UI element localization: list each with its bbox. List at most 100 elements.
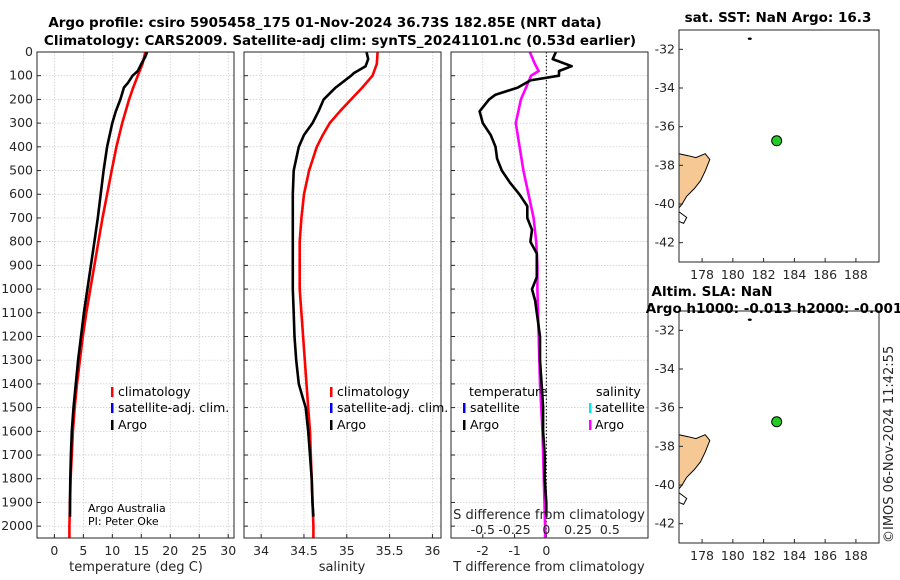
coastline-segment <box>678 211 688 224</box>
x-tick-label: 186 <box>813 267 837 282</box>
map-title: Argo h1000: -0.013 h2000: -0.001 <box>646 301 900 317</box>
temperature-axes-frame <box>36 51 235 539</box>
y-tick-label: 2000 <box>1 518 33 533</box>
secondary-x-tick-label: 0.5 <box>600 522 620 537</box>
legend-label-t-argo: Argo <box>470 417 499 432</box>
legend-label-satellite: satellite-adj. clim. <box>118 400 229 415</box>
legend-label-argo: Argo <box>118 417 147 432</box>
temperature-legend: climatology satellite-adj. clim. Argo <box>111 384 229 432</box>
x-tick-label: 35.5 <box>376 543 404 558</box>
x-tick-label: 20 <box>162 543 178 558</box>
secondary-x-tick-label: 0.25 <box>564 522 592 537</box>
map-title: sat. SST: NaN Argo: 16.3 <box>685 10 872 26</box>
y-tick-label: 200 <box>9 91 33 106</box>
secondary-x-tick-label: 0 <box>542 522 550 537</box>
map-frame <box>678 310 880 544</box>
x-tick-label: -1 <box>508 543 520 558</box>
y-tick-label: 1600 <box>1 423 33 438</box>
y-tick-label: -38 <box>655 157 675 172</box>
argo-line <box>68 51 149 517</box>
y-tick-label: 1900 <box>1 494 33 509</box>
legend-swatch-argo <box>111 420 114 430</box>
y-tick-label: 1800 <box>1 471 33 486</box>
y-tick-label: -40 <box>655 477 675 492</box>
legend-swatch-argo <box>330 420 333 430</box>
legend-swatch-satellite <box>111 403 114 413</box>
salinity-axes-frame <box>243 51 442 539</box>
legend-swatch-t-argo <box>463 420 466 430</box>
y-tick-label: 500 <box>9 163 33 178</box>
y-tick-label: 400 <box>9 139 33 154</box>
credit-line1: Argo Australia <box>88 502 166 515</box>
legend-header-temperature: temperature <box>469 384 548 399</box>
x-tick-label: 0 <box>50 543 58 558</box>
x-tick-label: 34 <box>253 543 269 558</box>
x-tick-label: -2 <box>477 543 489 558</box>
timestamp-stamp: ©IMOS 06-Nov-2024 11:42:55 <box>882 346 897 543</box>
legend-label-s-argo: Argo <box>595 417 624 432</box>
x-tick-label: 30 <box>220 543 236 558</box>
y-tick-label: 1100 <box>1 305 33 320</box>
x-tick-label: 180 <box>721 548 745 563</box>
figure-title-line2: Climatology: CARS2009. Satellite-adj cli… <box>44 33 636 49</box>
y-tick-label: -34 <box>655 80 675 95</box>
x-tick-label: 180 <box>721 267 745 282</box>
legend-swatch-t-satellite <box>463 403 466 413</box>
salinity-legend: climatology satellite-adj. clim. Argo <box>330 384 448 432</box>
y-tick-label: -36 <box>655 119 675 134</box>
legend-swatch-s-satellite <box>589 403 592 413</box>
x-axis-label: T difference from climatology <box>452 560 645 575</box>
small-island <box>747 37 752 40</box>
legend-label-satellite: satellite-adj. clim. <box>337 400 448 415</box>
map-background <box>679 30 879 262</box>
x-tick-label: 25 <box>191 543 207 558</box>
secondary-x-axis-label: S difference from climatology <box>453 508 645 523</box>
legend-label-argo: Argo <box>337 417 366 432</box>
x-tick-label: 0 <box>542 543 550 558</box>
y-tick-label: 100 <box>9 68 33 83</box>
x-axis-label: salinity <box>319 560 366 575</box>
x-tick-label: 35 <box>339 543 355 558</box>
x-tick-label: 178 <box>690 548 714 563</box>
y-tick-label: 900 <box>9 257 33 272</box>
y-tick-label: -42 <box>655 516 675 531</box>
legend-label-climatology: climatology <box>337 384 410 399</box>
y-tick-label: 1500 <box>1 400 33 415</box>
legend-swatch-climatology <box>330 387 333 397</box>
secondary-x-tick-label: -0.5 <box>471 522 495 537</box>
legend-swatch-s-argo <box>589 420 592 430</box>
x-tick-label: 188 <box>844 267 868 282</box>
map-frame <box>678 29 880 263</box>
y-tick-label: -42 <box>655 235 675 250</box>
y-tick-label: 700 <box>9 210 33 225</box>
x-tick-label: 34.5 <box>290 543 318 558</box>
legend-label-climatology: climatology <box>118 384 191 399</box>
y-tick-label: 1400 <box>1 376 33 391</box>
legend-swatch-climatology <box>111 387 114 397</box>
y-tick-label: 1700 <box>1 447 33 462</box>
difference-legend: temperature salinity satellite Argo sate… <box>463 384 645 432</box>
difference-axes-frame <box>450 51 649 539</box>
x-tick-label: 182 <box>752 267 776 282</box>
float-position-marker <box>771 416 783 428</box>
coastline-segment <box>678 492 688 505</box>
small-island <box>747 318 752 321</box>
x-tick-label: 182 <box>752 548 776 563</box>
legend-label-s-satellite: satellite <box>595 400 645 415</box>
map-background <box>679 311 879 543</box>
salinity-diff-line <box>514 51 547 538</box>
x-tick-label: 188 <box>844 548 868 563</box>
legend-label-t-satellite: satellite <box>470 400 520 415</box>
y-tick-label: -38 <box>655 438 675 453</box>
x-tick-label: 5 <box>79 543 87 558</box>
x-tick-label: 178 <box>690 267 714 282</box>
x-tick-label: 184 <box>782 548 806 563</box>
legend-swatch-satellite <box>330 403 333 413</box>
figure-title-line1: Argo profile: csiro 5905458_175 01-Nov-2… <box>48 15 601 31</box>
y-tick-label: 0 <box>25 44 33 59</box>
secondary-x-tick-label: -0.25 <box>498 522 530 537</box>
sst-map-panel: 178 180 182 184 186 188 -32 -34 -36 -38 -40 -42 sat.… <box>655 10 880 282</box>
y-tick-label: 1000 <box>1 281 33 296</box>
x-tick-label: 36 <box>424 543 440 558</box>
